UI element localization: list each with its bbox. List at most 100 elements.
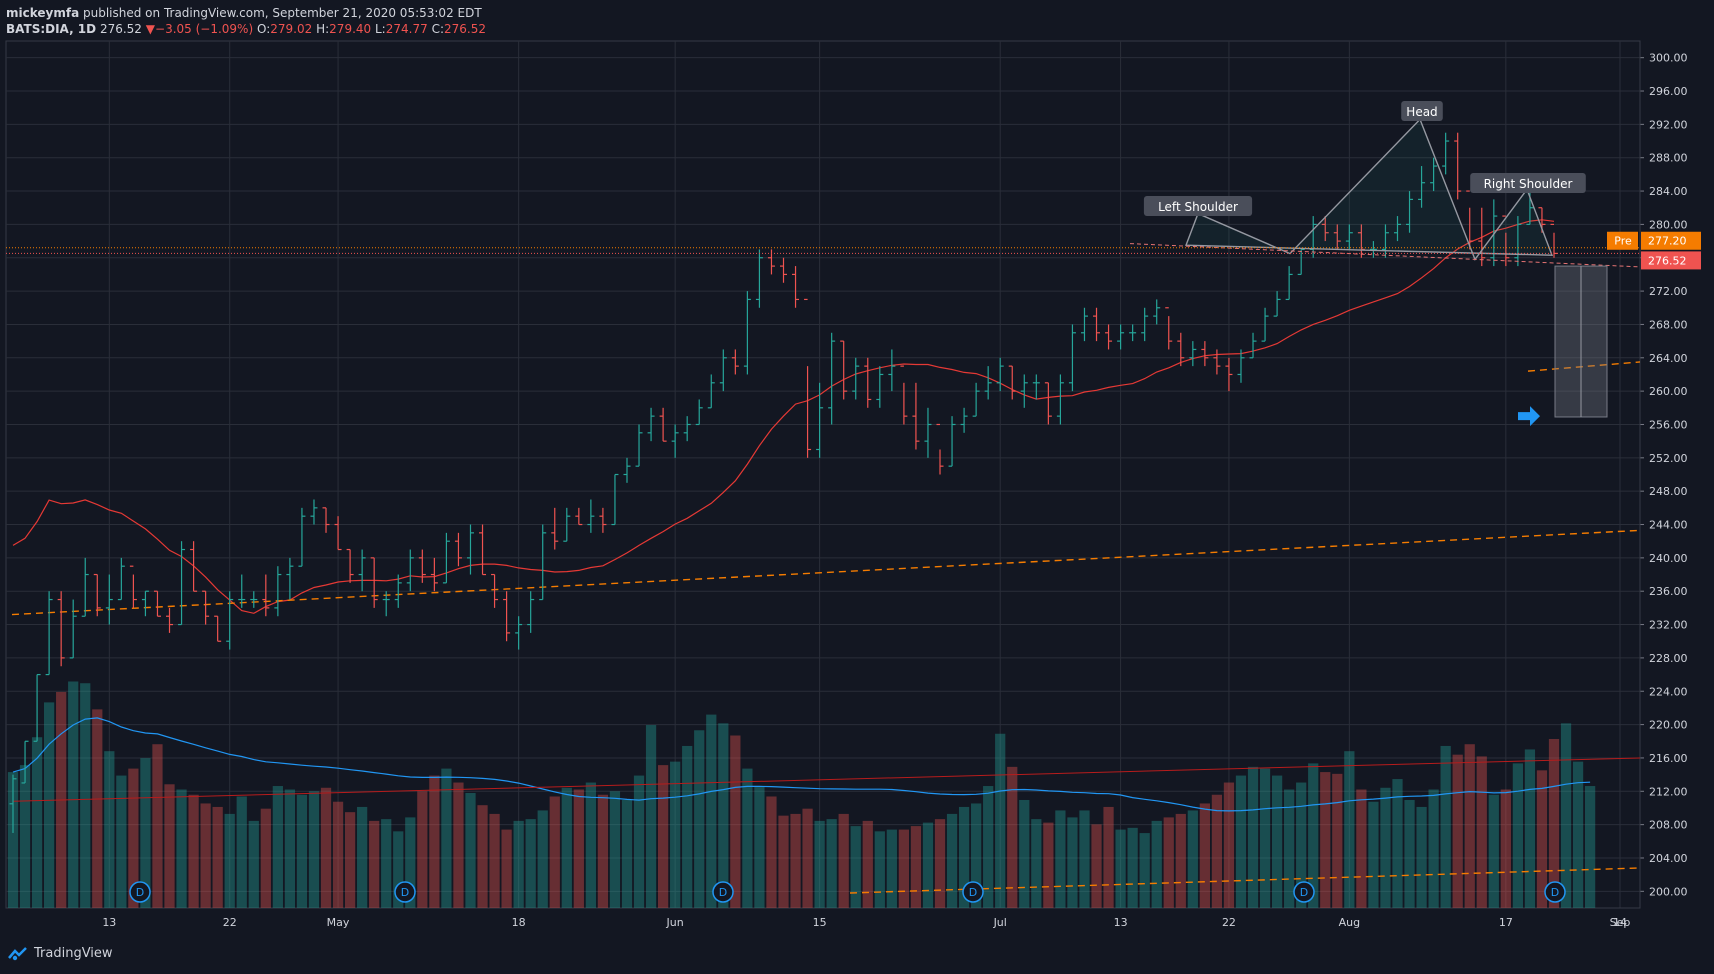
ohlc-bar [286, 557, 294, 600]
dividend-marker[interactable]: D [394, 881, 416, 903]
ohlc-bar [539, 524, 547, 601]
pattern-annotation: Head [1401, 101, 1443, 121]
annotation-bg [1143, 196, 1253, 216]
ohlc-bar [984, 366, 992, 400]
price-tick-label: 200.00 [1649, 885, 1688, 898]
ohlc-bar [1418, 166, 1426, 208]
volume-bar [1308, 763, 1319, 908]
ohlc-bar [1261, 307, 1269, 342]
volume-bar [31, 737, 43, 908]
high-label: H: [316, 22, 330, 36]
ohlc-bar [647, 407, 655, 442]
volume-bar [1404, 799, 1415, 908]
trend-line-lower [11, 529, 1641, 616]
price-tick-label: 260.00 [1649, 385, 1688, 398]
volume-bar [236, 796, 247, 908]
volume-bar [1332, 773, 1343, 908]
time-tick-label: 17 [1499, 916, 1513, 929]
grid [6, 41, 1640, 908]
ohlc-bar [57, 591, 65, 667]
volume-bar [633, 775, 645, 908]
time-tick-label: 15 [813, 916, 827, 929]
dividend-marker[interactable]: D [1544, 881, 1566, 903]
dividend-marker-label: D [1300, 886, 1308, 899]
volume-bar [814, 820, 825, 908]
volume-bar [573, 789, 584, 908]
volume-bar [718, 723, 729, 908]
ohlc-bar [900, 365, 908, 425]
volume-bar [1235, 775, 1247, 908]
price-label-bg [1641, 231, 1701, 250]
ohlc-bar [1309, 216, 1317, 258]
dividend-marker[interactable]: D [129, 881, 151, 903]
ohlc-bar [743, 291, 751, 375]
volume-bar [1320, 772, 1331, 908]
volume-bar [1043, 822, 1054, 908]
ohlc-bar [1237, 349, 1245, 383]
volume-bar [694, 730, 705, 908]
ohlc-bar [575, 507, 583, 526]
price-tick-label: 264.00 [1649, 352, 1688, 365]
volume-bar [1368, 801, 1379, 908]
symbol-label[interactable]: BATS:DIA, 1D [6, 22, 97, 36]
ohlc-bar [358, 549, 366, 592]
volume-bar [525, 819, 536, 908]
volume-bar [1380, 787, 1391, 908]
dividend-marker-circle [394, 881, 416, 903]
volume-bar [44, 702, 55, 908]
time-tick-label: 22 [1222, 916, 1236, 929]
price-label: 276.52 [1641, 251, 1701, 270]
ohlc-bar [81, 557, 89, 617]
price-label-text: 277.20 [1648, 235, 1687, 248]
ohlc-bar [503, 591, 511, 642]
pattern-annotation: Right Shoulder [1470, 173, 1586, 193]
ohlc-bar [695, 399, 703, 426]
time-tick-label: 13 [102, 916, 116, 929]
price-tick-label: 248.00 [1649, 485, 1688, 498]
dividend-marker[interactable]: D [1293, 881, 1315, 903]
ohlc-bar [1093, 307, 1101, 342]
ohlc-bar [948, 416, 956, 467]
volume-bar [284, 789, 296, 908]
ohlc-bar [226, 591, 234, 650]
volume-bar [393, 831, 404, 908]
volume-moving-average [12, 717, 1591, 812]
ohlc-bar [214, 615, 222, 642]
volume-bar [212, 806, 223, 908]
volume-bar [417, 791, 428, 908]
price-tick-label: 256.00 [1649, 418, 1688, 431]
volume-bar [1536, 770, 1548, 908]
ohlc-bar [1369, 241, 1377, 258]
ohlc-bar [93, 573, 101, 617]
dividend-marker[interactable]: D [962, 881, 984, 903]
ohlc-bar [322, 507, 330, 533]
price-label-text: 276.52 [1648, 254, 1687, 267]
volume-bar [272, 786, 283, 908]
volume-bar [1284, 789, 1295, 908]
price-label-bg [1641, 251, 1701, 270]
dividend-marker[interactable]: D [712, 881, 734, 903]
volume-bar [1031, 819, 1042, 908]
author-name[interactable]: mickeymfa [6, 6, 80, 20]
ohlc-bar [1381, 224, 1389, 258]
volume-bar [441, 768, 452, 908]
volume-bar [1476, 756, 1487, 908]
last-price: 276.52 [99, 22, 142, 36]
price-tick-label: 228.00 [1649, 652, 1688, 665]
price-tick-label: 232.00 [1649, 619, 1688, 632]
volume-bar [1296, 782, 1307, 908]
ohlc-bar [1153, 299, 1161, 325]
volume-bar [1199, 803, 1210, 908]
volume-bar [670, 761, 681, 908]
volume-bar [381, 819, 392, 908]
volume-bar [1103, 806, 1114, 908]
footer-brand[interactable]: TradingView [34, 946, 113, 961]
volume-bar [1091, 824, 1102, 908]
ohlc-bar [1321, 216, 1329, 242]
ohlc-bar [1080, 307, 1088, 342]
volume-bar [742, 768, 753, 908]
volume-bar [1163, 817, 1174, 908]
price-tick-label: 268.00 [1649, 318, 1688, 331]
dividend-marker-label: D [719, 886, 727, 899]
